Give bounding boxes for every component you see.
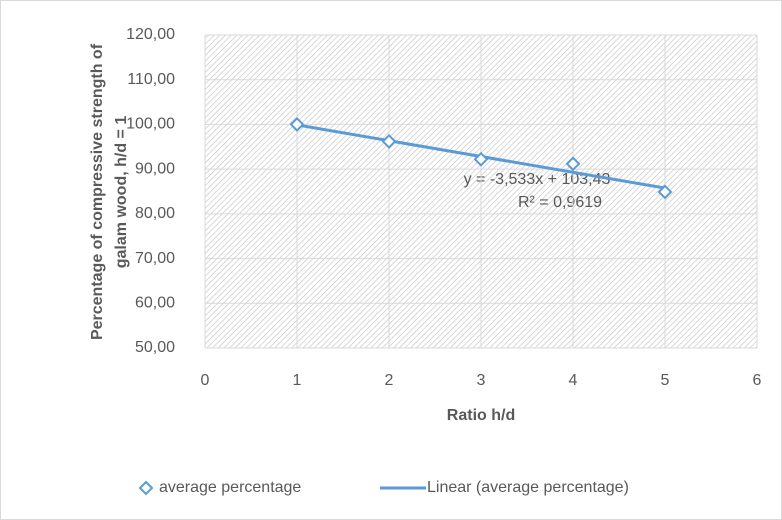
data-point [381, 134, 397, 149]
y-tick-label: 80,00 [135, 205, 175, 222]
data-point [289, 117, 305, 132]
x-tick-label: 3 [477, 372, 486, 389]
data-point [657, 184, 673, 200]
x-axis-title: Ratio h/d [447, 407, 515, 424]
y-tick-label: 60,00 [135, 295, 175, 312]
y-axis-title: Percentage of compressive strength of [89, 43, 106, 340]
y-tick-label: 50,00 [135, 339, 175, 356]
legend-label: average percentage [159, 479, 301, 496]
y-tick-label: 110,00 [127, 71, 175, 88]
x-tick-label: 6 [753, 372, 762, 389]
y-axis-title: galam wood, h/d = 1 [113, 116, 130, 269]
x-tick-label: 4 [569, 372, 578, 389]
data-point [473, 151, 489, 167]
x-tick-label: 2 [385, 372, 394, 389]
legend-label: Linear (average percentage) [427, 479, 629, 496]
y-tick-label: 90,00 [135, 160, 175, 177]
y-tick-label: 100,00 [126, 116, 175, 133]
y-tick-label: 120,00 [126, 26, 175, 43]
equation: y = -3,533x + 103,43 [464, 171, 611, 188]
legend-symbol [138, 480, 154, 496]
data-point [565, 156, 581, 172]
y-tick-label: 70,00 [135, 250, 175, 267]
x-tick-label: 0 [201, 372, 210, 389]
x-tick-label: 1 [293, 372, 302, 389]
r-squared: R² = 0,9619 [518, 194, 602, 211]
x-tick-label: 5 [661, 372, 670, 389]
